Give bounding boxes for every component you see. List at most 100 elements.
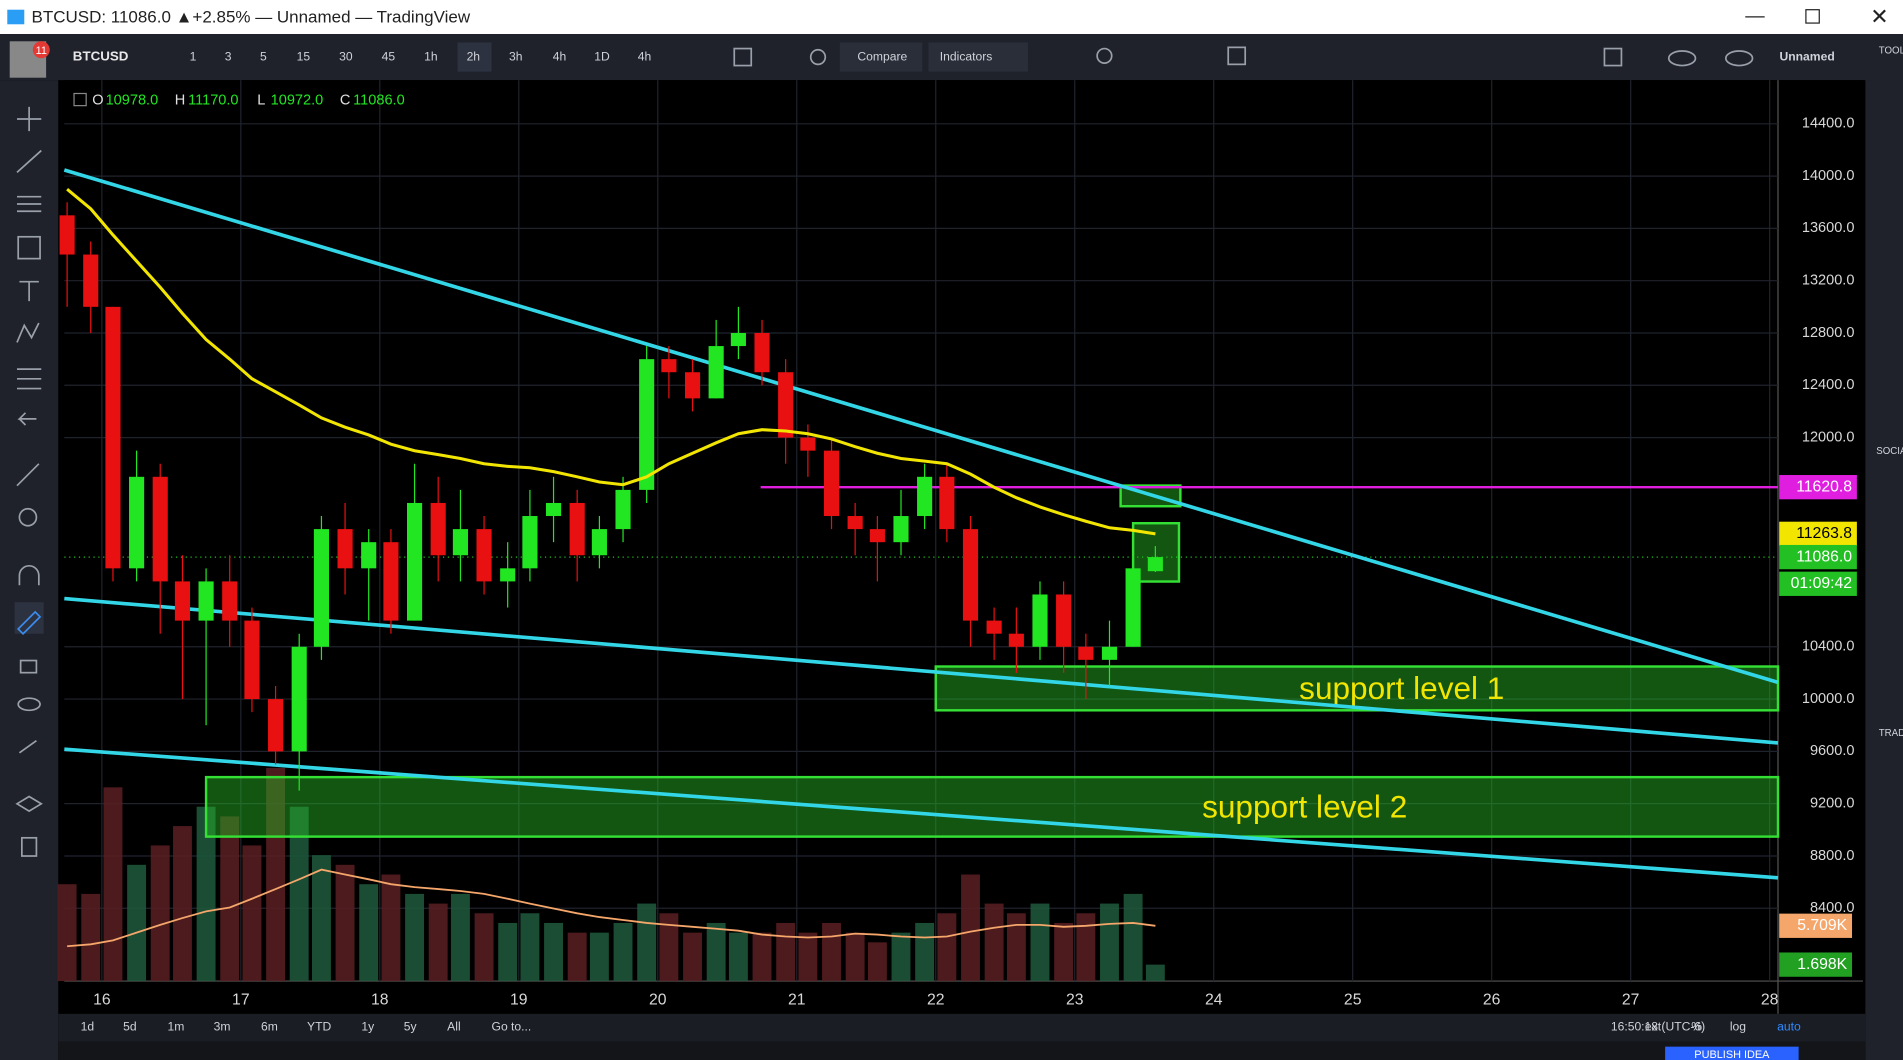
interval[interactable]: 1D — [594, 49, 610, 63]
interval[interactable]: 4h — [638, 49, 651, 63]
fib-tool[interactable] — [16, 195, 42, 213]
interval[interactable]: 30 — [339, 49, 353, 63]
text-tool[interactable] — [19, 280, 39, 302]
settings-icon[interactable] — [809, 48, 827, 66]
layout-icon[interactable] — [1603, 47, 1623, 67]
publish-button[interactable] — [1665, 1046, 1799, 1060]
range-button[interactable]: All — [447, 1019, 460, 1033]
volume-bar — [891, 932, 911, 982]
prediction-tool[interactable] — [16, 368, 42, 390]
range-button[interactable]: 5d — [123, 1019, 136, 1033]
range-button[interactable]: 1m — [168, 1019, 185, 1033]
layers-tool[interactable] — [15, 795, 43, 813]
y-tick-label: 10400.0 — [1802, 639, 1855, 655]
interval[interactable]: 1h — [424, 49, 437, 63]
candle-body — [361, 542, 377, 569]
x-tick-label: 19 — [510, 992, 528, 1009]
cloud-icon[interactable] — [1667, 50, 1697, 67]
indicators-button[interactable] — [928, 42, 1028, 72]
percent[interactable]: % — [1691, 1019, 1702, 1033]
goto[interactable]: Go to... — [492, 1019, 532, 1033]
active-interval — [457, 42, 492, 72]
x-tick-label: 22 — [927, 992, 945, 1009]
log[interactable]: log — [1730, 1019, 1746, 1033]
x-tick-label: 21 — [788, 992, 806, 1009]
chart-style-icon[interactable] — [733, 47, 753, 67]
range-button[interactable]: 6m — [261, 1019, 278, 1033]
drawing-mode-tool[interactable] — [17, 610, 42, 636]
candle-body — [198, 581, 214, 621]
volume-bar — [1054, 922, 1074, 982]
auto[interactable]: auto — [1777, 1019, 1801, 1033]
candle-body — [684, 372, 701, 399]
crosshair-tool[interactable] — [16, 106, 42, 132]
volume-bar — [311, 855, 331, 982]
candle-body — [800, 437, 816, 451]
range-button[interactable]: YTD — [307, 1019, 331, 1033]
range-button[interactable]: 5y — [404, 1019, 418, 1033]
indicators[interactable]: Indicators — [940, 49, 993, 63]
volume-bar — [637, 903, 657, 982]
compare-button[interactable] — [839, 42, 923, 72]
visibility-tool[interactable] — [17, 697, 41, 712]
y-tick-label: 12800.0 — [1802, 325, 1855, 341]
close[interactable]: ✕ — [1870, 4, 1888, 29]
interval[interactable]: 5 — [260, 49, 267, 63]
cloud-upload-icon[interactable] — [1724, 50, 1754, 67]
countdown-badge — [1779, 571, 1857, 596]
x-tick-label: 17 — [232, 992, 250, 1009]
interval[interactable]: 1 — [190, 49, 197, 63]
volume-bar — [961, 874, 980, 982]
side-tools: TOOL — [1879, 46, 1903, 57]
measure-tool[interactable] — [16, 463, 40, 487]
trendline-tool[interactable] — [16, 149, 42, 174]
x-tick-label: 28 — [1761, 992, 1779, 1009]
compare[interactable]: Compare — [857, 49, 907, 63]
price-badge — [1779, 544, 1857, 570]
shape-tool[interactable] — [17, 235, 41, 260]
volume-bar — [937, 913, 957, 982]
ext[interactable]: ext — [1645, 1019, 1662, 1033]
zoom-tool[interactable] — [18, 507, 38, 527]
notification-badge — [32, 41, 50, 59]
link-tool[interactable] — [18, 739, 37, 754]
volume-bar — [196, 806, 216, 982]
symbol[interactable]: BTCUSD — [73, 49, 129, 64]
candle-body — [383, 542, 399, 621]
magnet-tool[interactable] — [18, 564, 40, 586]
minimize[interactable]: — — [1745, 5, 1765, 27]
layout-name[interactable]: Unnamed — [1780, 49, 1835, 63]
restore[interactable] — [1805, 9, 1820, 24]
lock-tool[interactable] — [19, 659, 38, 674]
volume-bar — [150, 845, 170, 982]
y-tick-label: 14000.0 — [1802, 168, 1855, 184]
interval[interactable]: 2h — [467, 49, 480, 63]
candle-body — [129, 476, 145, 569]
alert-icon[interactable] — [1096, 47, 1113, 64]
trash-tool[interactable] — [20, 836, 38, 857]
pattern-tool[interactable] — [16, 322, 40, 343]
y-tick-label: 12000.0 — [1802, 429, 1855, 445]
countdown: 01:09:42 — [1791, 575, 1852, 592]
price-badge-label: 11620.8 — [1796, 478, 1852, 495]
interval[interactable]: 15 — [297, 49, 311, 63]
range-button[interactable]: 1y — [361, 1019, 375, 1033]
candle-body — [1078, 646, 1094, 660]
candle-body — [337, 529, 353, 569]
publish[interactable]: PUBLISH IDEA — [1694, 1049, 1770, 1060]
range-button[interactable]: 1d — [81, 1019, 94, 1033]
interval[interactable]: 4h — [553, 49, 566, 63]
volume-bar — [567, 932, 587, 982]
candle-body — [174, 581, 191, 621]
range-button[interactable]: 3m — [214, 1019, 231, 1033]
interval[interactable]: 3 — [225, 49, 232, 63]
legend-toggle[interactable] — [73, 92, 87, 107]
volume-bar — [1030, 903, 1050, 982]
fullscreen-icon[interactable] — [1227, 46, 1247, 66]
volume-bar — [359, 884, 379, 982]
interval[interactable]: 45 — [382, 49, 396, 63]
back-tool[interactable] — [17, 412, 37, 426]
candle-body — [778, 372, 794, 438]
interval[interactable]: 3h — [509, 49, 522, 63]
volume-badge-label: 5.709K — [1797, 917, 1847, 934]
